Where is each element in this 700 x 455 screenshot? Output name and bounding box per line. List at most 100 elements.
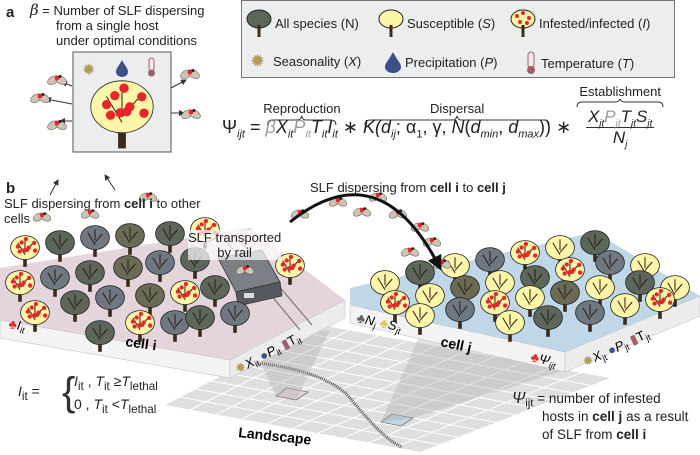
panel-b-label: b xyxy=(6,180,16,197)
slf-insect-icon xyxy=(32,212,52,222)
reproduction-term: βXitPitTitIit xyxy=(265,117,338,141)
infested-tree xyxy=(20,300,50,332)
infested-tree xyxy=(380,290,410,322)
host-tree xyxy=(220,301,250,333)
host-tree xyxy=(550,280,580,312)
host-tree xyxy=(445,297,475,329)
slf-insect-icon xyxy=(400,247,420,257)
host-tree xyxy=(595,250,625,282)
beta-line-2: from a single host xyxy=(56,18,159,33)
host-tree xyxy=(475,247,505,279)
eqRepro-brace xyxy=(267,115,337,126)
equation: Ψijt = βXitPitTitIit ∗ K(dij; α1, γ, N(d… xyxy=(222,117,572,141)
water-drop-icon xyxy=(116,60,128,77)
slf-insect-icon xyxy=(235,265,255,275)
host-tree xyxy=(533,305,563,337)
slf-insect-icon xyxy=(328,197,348,207)
establishment-brace xyxy=(576,99,664,107)
tree-susceptible-icon xyxy=(378,9,404,37)
infested-tree xyxy=(275,253,305,285)
dispersal-term: K(dij; α1, γ, N(dmin, dmax)) xyxy=(363,117,552,141)
host-tree xyxy=(625,270,655,302)
landscape-cell-j xyxy=(380,413,414,427)
slf-insect-icon xyxy=(30,93,50,103)
establishment-denominator: Nj xyxy=(612,128,628,151)
sun-icon: ✹ xyxy=(82,62,95,79)
infested-tree xyxy=(510,240,540,272)
susceptible-tree xyxy=(585,275,615,307)
beta-definition: β = Number of SLF dispersing from a sing… xyxy=(30,1,205,49)
slf-insect-icon xyxy=(422,237,442,247)
equation-braces xyxy=(267,115,550,126)
legend-all-species: All species (N) xyxy=(246,9,359,37)
legend-precipitation: Precipitation (P) xyxy=(384,51,498,73)
susceptible-tree xyxy=(405,303,435,335)
infested-tree xyxy=(10,235,40,267)
landscape-label: Landscape xyxy=(238,424,313,448)
infested-tree xyxy=(90,80,154,149)
cell-j-psi-label: ♣Ψijt xyxy=(529,349,558,371)
cell-j-host-labels: ♣Nj ♣Sjt xyxy=(355,310,403,336)
panel-a-label: a xyxy=(6,4,15,21)
thermometer-icon xyxy=(527,51,535,74)
susceptible-tree xyxy=(610,293,640,325)
arrow-up-2 xyxy=(104,174,116,191)
infested-tree xyxy=(170,280,200,312)
host-tree xyxy=(45,230,75,262)
beta-line-3: under optimal conditions xyxy=(56,33,197,48)
host-tree xyxy=(135,283,165,315)
host-tree xyxy=(113,255,143,287)
infested-tree xyxy=(645,287,675,319)
legend-infested: Infested/infected (I) xyxy=(510,9,650,37)
dispersing-i-to-j-text: SLF dispersing from cell i to cell j xyxy=(310,180,506,195)
beta-symbol: β xyxy=(30,1,39,19)
rail-transport-text: SLF transported by rail xyxy=(188,230,282,260)
reproduction-label: Reproduction xyxy=(263,101,341,116)
slf-insect-icon xyxy=(180,69,200,79)
susceptible-tree xyxy=(515,285,545,317)
host-tree xyxy=(115,223,145,255)
host-tree xyxy=(155,221,185,253)
slf-insect-icon xyxy=(352,207,372,217)
dispersal-label: Dispersal xyxy=(430,101,485,116)
legend-susceptible: Susceptible (S) xyxy=(378,9,495,37)
infested-tree xyxy=(5,270,35,302)
susceptible-tree xyxy=(370,270,400,302)
host-tree xyxy=(580,230,610,262)
sun-icon: ✹ xyxy=(250,51,266,71)
establishment-label: Establishment xyxy=(579,84,661,99)
arrow-up-1 xyxy=(49,179,59,196)
host-tree xyxy=(40,265,70,297)
susceptible-tree xyxy=(545,235,575,267)
eqDisp-brace xyxy=(364,115,550,126)
landscape-grid xyxy=(165,325,610,452)
host-tree xyxy=(80,225,110,257)
host-tree xyxy=(95,285,125,317)
infested-tree xyxy=(125,310,155,342)
tree-infested-icon xyxy=(510,9,536,37)
host-tree xyxy=(185,305,215,337)
host-tree xyxy=(145,250,175,282)
legend-seasonality: ✹ Seasonality (X) xyxy=(250,51,362,71)
slf-insect-icon xyxy=(181,109,201,119)
infested-tree xyxy=(555,257,585,289)
beta-line-1: = Number of SLF dispersing xyxy=(42,3,205,18)
infested-tree xyxy=(480,290,510,322)
landscape-cell-i xyxy=(275,387,309,401)
slf-insect-icon xyxy=(138,192,158,202)
thermometer-icon xyxy=(148,57,155,77)
host-tree xyxy=(75,260,105,292)
slf-insect-icon xyxy=(47,120,67,130)
cell-j-label: cell j xyxy=(439,333,473,355)
equation-row: Ψijt = βXitPitTitIit ∗ K(dij; α1, γ, N(d… xyxy=(222,84,665,151)
host-tree xyxy=(85,320,115,352)
slf-insect-icon xyxy=(47,75,67,85)
dispersing-other-cells-text: SLF dispersing from cell i to other cells xyxy=(4,196,201,226)
railway xyxy=(257,361,403,449)
legend-box: All species (N) Susceptible (S) Infested… xyxy=(241,0,675,78)
legend-temperature: Temperature (T) xyxy=(524,51,634,75)
establishment-numerator: XjtPjtTjtSjt xyxy=(585,107,655,130)
slf-insect-icon xyxy=(80,209,100,219)
cell-i-label: cell i xyxy=(125,333,158,353)
